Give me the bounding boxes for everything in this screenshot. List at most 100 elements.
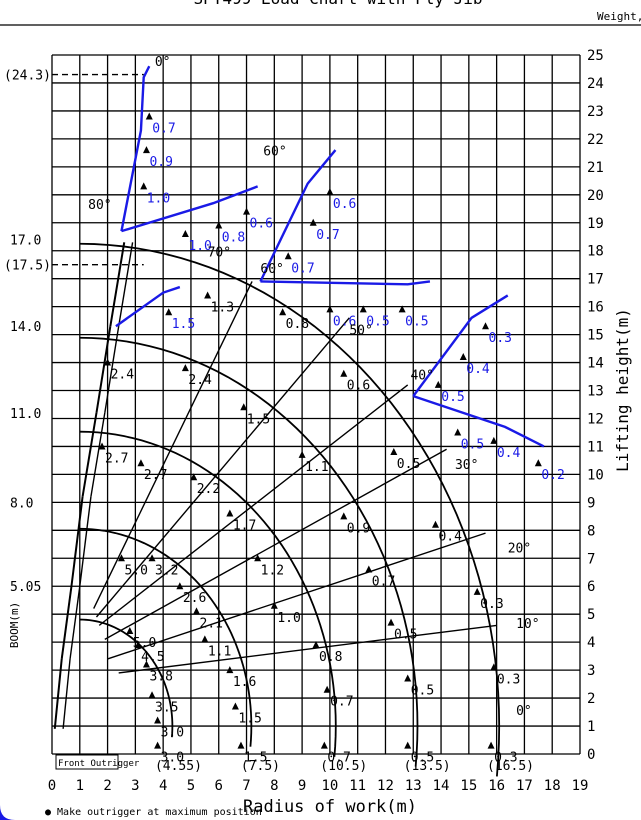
- load-point-marker: [204, 291, 212, 299]
- load-point-marker: [154, 716, 162, 724]
- load-point-label: 2.7: [144, 468, 167, 483]
- x-tick-label: 2: [103, 778, 111, 794]
- load-point-label: 1.5: [244, 751, 267, 766]
- angle-ray: [98, 384, 409, 626]
- load-point-marker: [181, 364, 189, 372]
- load-point-label: 2.2: [197, 482, 220, 497]
- max-radius-label: (10.5): [320, 759, 367, 774]
- load-point-marker: [404, 674, 412, 682]
- load-point-label: 0.7: [316, 228, 339, 243]
- x-tick-label: 1: [76, 778, 84, 794]
- boom-length-label: 14.0: [10, 320, 41, 335]
- y-tick-label: 0: [587, 747, 595, 763]
- load-point-marker: [148, 691, 156, 699]
- y-tick-label: 5: [587, 607, 595, 623]
- load-point-label: 1.2: [261, 563, 284, 578]
- angle-ray: [95, 317, 350, 618]
- weight-unit-label: Weight,t: [597, 10, 641, 23]
- load-point-label: 2.4: [111, 368, 135, 383]
- load-point-marker: [434, 380, 442, 388]
- load-point-label: 2.4: [188, 373, 212, 388]
- load-point-label: 0.7: [372, 574, 395, 589]
- x-tick-label: 18: [544, 778, 561, 794]
- load-point-label: 0.8: [222, 231, 245, 246]
- boom-segment: [79, 496, 92, 587]
- x-tick-label: 15: [460, 778, 477, 794]
- load-point-marker: [104, 358, 112, 366]
- load-point-label: 1.1: [208, 644, 231, 659]
- angle-label: 0°: [155, 55, 171, 70]
- y-tick-label: 16: [587, 300, 604, 316]
- load-point-label: 0.5: [411, 751, 434, 766]
- load-point-label: 0.5: [405, 314, 428, 329]
- x-tick-label: 8: [270, 778, 278, 794]
- jib-outline: [121, 185, 259, 233]
- boom-segment: [90, 412, 106, 497]
- y-tick-label: 2: [587, 691, 595, 707]
- load-point-marker: [270, 601, 278, 609]
- load-point-marker: [534, 459, 542, 467]
- max-radius-label: (13.5): [404, 759, 451, 774]
- load-point-marker: [176, 582, 184, 590]
- x-tick-label: 19: [572, 778, 589, 794]
- load-point-label: 2.1: [200, 616, 223, 631]
- x-tick-label: 17: [516, 778, 533, 794]
- load-point-marker: [134, 640, 142, 648]
- x-tick-label: 14: [433, 778, 450, 794]
- outrigger-box: [55, 754, 119, 770]
- load-arc: [79, 430, 337, 757]
- angle-label: 60°: [260, 262, 283, 277]
- load-point-label: 0.2: [541, 468, 564, 483]
- max-radius-label: (16.5): [487, 759, 534, 774]
- load-point-marker: [226, 666, 234, 674]
- jib-outline: [412, 294, 509, 397]
- load-arc: [79, 618, 174, 738]
- load-point-label: 0.5: [394, 628, 417, 643]
- boom-axis-label: BOOM(m): [8, 602, 21, 648]
- x-tick-label: 12: [377, 778, 394, 794]
- load-point-marker: [279, 308, 287, 316]
- load-point-label: 1.1: [305, 460, 328, 475]
- angle-ray: [93, 281, 253, 609]
- y-tick-label: 21: [587, 160, 604, 176]
- load-point-label: 1.3: [211, 300, 234, 315]
- load-point-label: 0.8: [286, 317, 309, 332]
- load-point-label: 1.0: [277, 611, 300, 626]
- load-point-label: 0.5: [411, 684, 434, 699]
- y-tick-label: 13: [587, 384, 604, 400]
- boom-outlines: [53, 242, 134, 729]
- load-point-marker: [126, 626, 134, 634]
- y-tick-label: 4: [587, 635, 595, 651]
- load-point-marker: [326, 188, 334, 196]
- jib-outline: [259, 149, 337, 282]
- jib-outline: [412, 394, 545, 448]
- load-point-marker: [326, 305, 334, 313]
- load-point-label: 0.6: [333, 197, 356, 212]
- y-tick-label: 11: [587, 439, 604, 455]
- load-point-marker: [398, 305, 406, 313]
- load-point-marker: [390, 448, 398, 456]
- load-point-marker: [165, 308, 173, 316]
- boom-length-label: 11.0: [10, 407, 41, 422]
- y-axis-ticks: 0123456789101112131415161718192021222324…: [587, 48, 604, 763]
- y-tick-label: 6: [587, 579, 595, 595]
- load-point-marker: [404, 741, 412, 749]
- load-point-marker: [254, 554, 262, 562]
- load-point-label: 0.4: [466, 362, 490, 377]
- load-point-marker: [490, 663, 498, 671]
- y-tick-label: 18: [587, 244, 604, 260]
- load-point-marker: [340, 369, 348, 377]
- y-tick-label: 14: [587, 356, 604, 372]
- boom-segment: [53, 658, 63, 729]
- y-tick-label: 25: [587, 48, 604, 64]
- max-radius-label: (7.5): [241, 759, 280, 774]
- load-point-label: 1.5: [172, 317, 195, 332]
- load-point-label: 1.5: [238, 711, 261, 726]
- load-point-marker: [387, 618, 395, 626]
- footnote: ● Make outrigger at maximum position: [45, 807, 262, 818]
- load-point-marker: [142, 660, 150, 668]
- load-point-label: 0.7: [291, 261, 314, 276]
- x-tick-label: 3: [131, 778, 139, 794]
- load-point-marker: [323, 685, 331, 693]
- load-point-marker: [181, 229, 189, 237]
